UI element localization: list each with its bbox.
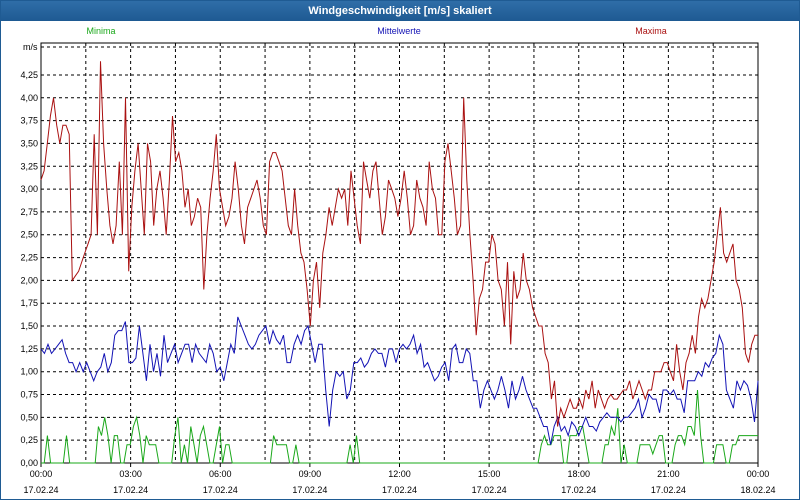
series-line-minima (41, 389, 758, 464)
x-tick-time: 00:00 (747, 469, 770, 479)
x-tick-date: 17.02.24 (203, 485, 238, 495)
x-tick-date: 17.02.24 (651, 485, 686, 495)
x-tick-date: 17.02.24 (472, 485, 507, 495)
x-tick-time: 09:00 (299, 469, 322, 479)
y-tick-label: 1,50 (20, 321, 38, 331)
y-tick-label: 3,00 (20, 184, 38, 194)
x-tick-time: 18:00 (567, 469, 590, 479)
x-tick-date: 17.02.24 (23, 485, 58, 495)
y-tick-label: 1,25 (20, 344, 38, 354)
x-tick-date: 18.02.24 (740, 485, 775, 495)
y-tick-label: 0,75 (20, 390, 38, 400)
x-tick-time: 21:00 (657, 469, 680, 479)
y-tick-label: 2,25 (20, 253, 38, 263)
y-tick-label: 0,50 (20, 412, 38, 422)
series-line-mittelwerte (40, 316, 759, 445)
x-tick-time: 15:00 (478, 469, 501, 479)
y-tick-label: 2,00 (20, 275, 38, 285)
y-tick-label: 4,25 (20, 70, 38, 80)
x-tick-date: 17.02.24 (561, 485, 596, 495)
y-tick-label: 2,75 (20, 207, 38, 217)
x-tick-time: 12:00 (388, 469, 411, 479)
y-tick-label: 3,75 (20, 116, 38, 126)
legend-mittelwerte: Mittelwerte (377, 26, 421, 36)
y-tick-label: 2,50 (20, 230, 38, 240)
x-tick-time: 00:00 (30, 469, 53, 479)
y-tick-label: 3,25 (20, 161, 38, 171)
series-line-maxima (40, 61, 758, 427)
x-tick-time: 06:00 (209, 469, 232, 479)
wind-speed-chart: 0,00 0,25 0,50 0,75 1,00 1,25 1,50 1,75 2,00 2,25… (20, 26, 775, 495)
y-tick-label: 0,25 (20, 435, 38, 445)
legend-minima: Minima (86, 26, 115, 36)
y-axis-label: m/s (23, 42, 38, 52)
x-tick-date: 17.02.24 (292, 485, 327, 495)
x-tick-date: 17.02.24 (113, 485, 148, 495)
y-tick-label: 4,00 (20, 93, 38, 103)
x-tick-time: 03:00 (119, 469, 142, 479)
window-title: Windgeschwindigkeit [m/s] skaliert (1, 1, 799, 21)
y-tick-label: 1,75 (20, 298, 38, 308)
x-tick-date: 17.02.24 (382, 485, 417, 495)
y-tick-label: 3,50 (20, 138, 38, 148)
y-tick-label: 0,00 (20, 458, 38, 468)
y-tick-label: 1,00 (20, 367, 38, 377)
legend-maxima: Maxima (635, 26, 667, 36)
